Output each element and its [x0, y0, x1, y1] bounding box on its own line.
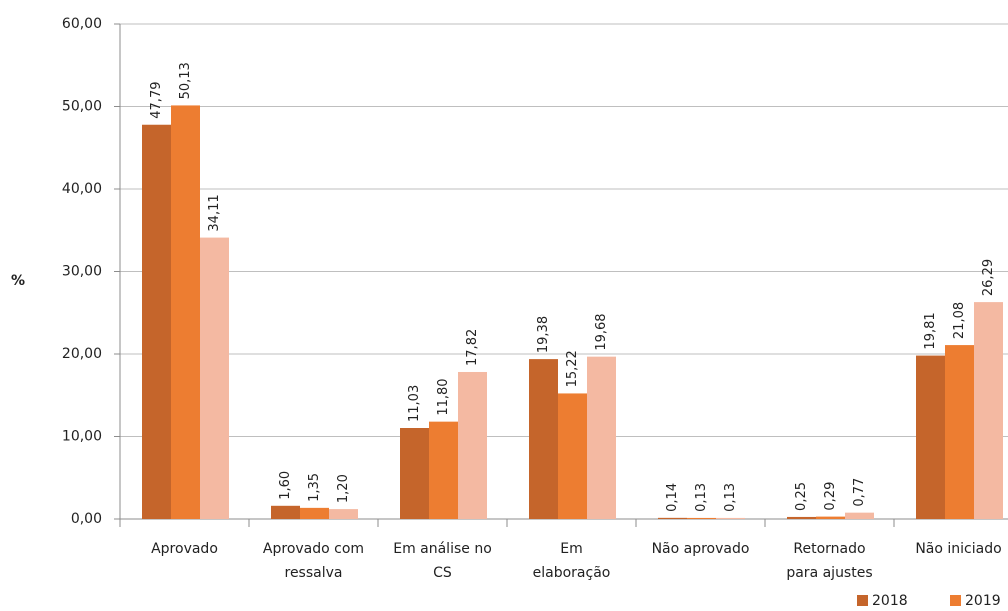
bar — [271, 505, 300, 519]
value-label: 11,80 — [436, 378, 451, 415]
value-label: 26,29 — [981, 259, 996, 296]
value-label: 15,22 — [565, 350, 580, 387]
legend-label: 2019 — [965, 593, 1001, 609]
bar — [658, 517, 687, 519]
bar — [916, 355, 945, 519]
bar — [816, 516, 845, 519]
y-tick-label: 20,00 — [62, 346, 102, 362]
bar — [171, 105, 200, 520]
y-tick-label: 40,00 — [62, 181, 102, 197]
value-label: 1,35 — [307, 473, 322, 502]
value-label: 50,13 — [178, 62, 193, 99]
bar — [458, 371, 487, 519]
legend-label: 2018 — [872, 593, 908, 609]
bar — [429, 421, 458, 519]
value-label: 11,03 — [407, 385, 422, 422]
bar — [587, 356, 616, 519]
bar — [300, 507, 329, 519]
bar — [200, 237, 229, 519]
bar — [558, 393, 587, 519]
y-tick-label: 60,00 — [62, 16, 102, 32]
value-label: 0,77 — [852, 478, 867, 507]
value-label: 1,60 — [278, 471, 293, 500]
bar — [400, 428, 429, 519]
y-tick-label: 50,00 — [62, 99, 102, 115]
x-tick-label: Aprovado — [151, 541, 218, 557]
x-tick-label: Em elaboração — [533, 541, 611, 581]
value-label: 0,13 — [723, 483, 738, 512]
y-tick-label: 0,00 — [71, 511, 102, 527]
bar — [845, 512, 874, 519]
bar — [687, 517, 716, 519]
bar — [529, 359, 558, 519]
bar — [716, 517, 745, 519]
value-label: 0,13 — [694, 483, 709, 512]
y-tick-label: 10,00 — [62, 429, 102, 445]
x-tick-label: Retornado para ajustes — [786, 541, 872, 581]
bar — [787, 516, 816, 519]
value-label: 1,20 — [336, 474, 351, 503]
value-label: 0,14 — [665, 483, 680, 512]
bar — [142, 124, 171, 520]
y-axis-label: % — [11, 273, 25, 289]
value-label: 21,08 — [952, 302, 967, 339]
value-label: 0,29 — [823, 482, 838, 511]
x-tick-label: Não iniciado — [915, 541, 1001, 557]
legend-swatch — [857, 595, 868, 606]
y-tick-label: 30,00 — [62, 264, 102, 280]
bar — [329, 509, 358, 519]
value-label: 17,82 — [465, 329, 480, 366]
value-label: 19,81 — [923, 312, 938, 349]
value-label: 0,25 — [794, 482, 809, 511]
value-label: 47,79 — [149, 82, 164, 119]
value-label: 19,38 — [536, 316, 551, 353]
x-tick-label: Aprovado com ressalva — [263, 541, 364, 581]
legend-swatch — [950, 595, 961, 606]
bar — [974, 302, 1003, 519]
value-label: 34,11 — [207, 194, 222, 231]
bar — [945, 345, 974, 519]
x-tick-label: Em análise no CS — [393, 541, 492, 581]
x-tick-label: Não aprovado — [652, 541, 750, 557]
value-label: 19,68 — [594, 313, 609, 350]
